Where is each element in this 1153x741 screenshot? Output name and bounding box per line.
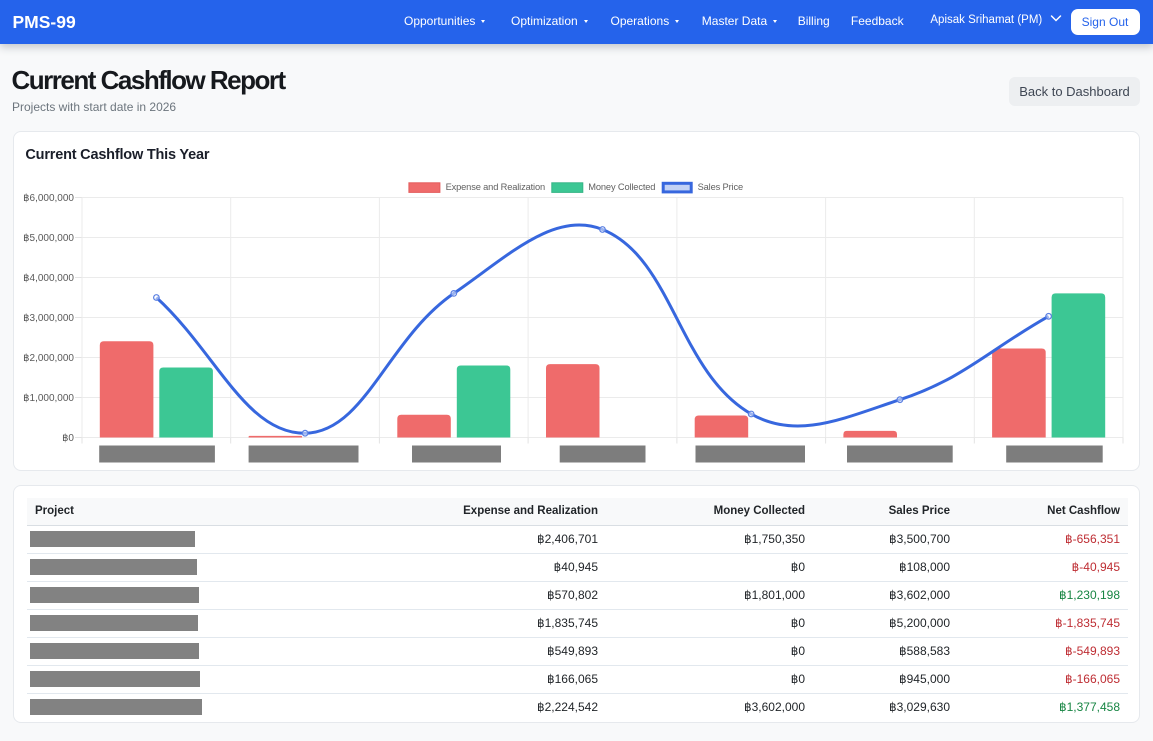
svg-text:฿0: ฿0 bbox=[62, 433, 74, 444]
svg-text:฿1,000,000: ฿1,000,000 bbox=[23, 393, 74, 404]
svg-text:Expense and Realization: Expense and Realization bbox=[446, 182, 545, 192]
svg-text:฿2,000,000: ฿2,000,000 bbox=[23, 353, 74, 364]
svg-text:Sales Price: Sales Price bbox=[698, 182, 743, 192]
svg-text:฿3,000,000: ฿3,000,000 bbox=[23, 313, 74, 324]
svg-text:฿5,000,000: ฿5,000,000 bbox=[23, 233, 74, 244]
svg-text:฿6,000,000: ฿6,000,000 bbox=[23, 193, 74, 204]
svg-text:Money Collected: Money Collected bbox=[588, 182, 655, 192]
svg-text:฿4,000,000: ฿4,000,000 bbox=[23, 273, 74, 284]
